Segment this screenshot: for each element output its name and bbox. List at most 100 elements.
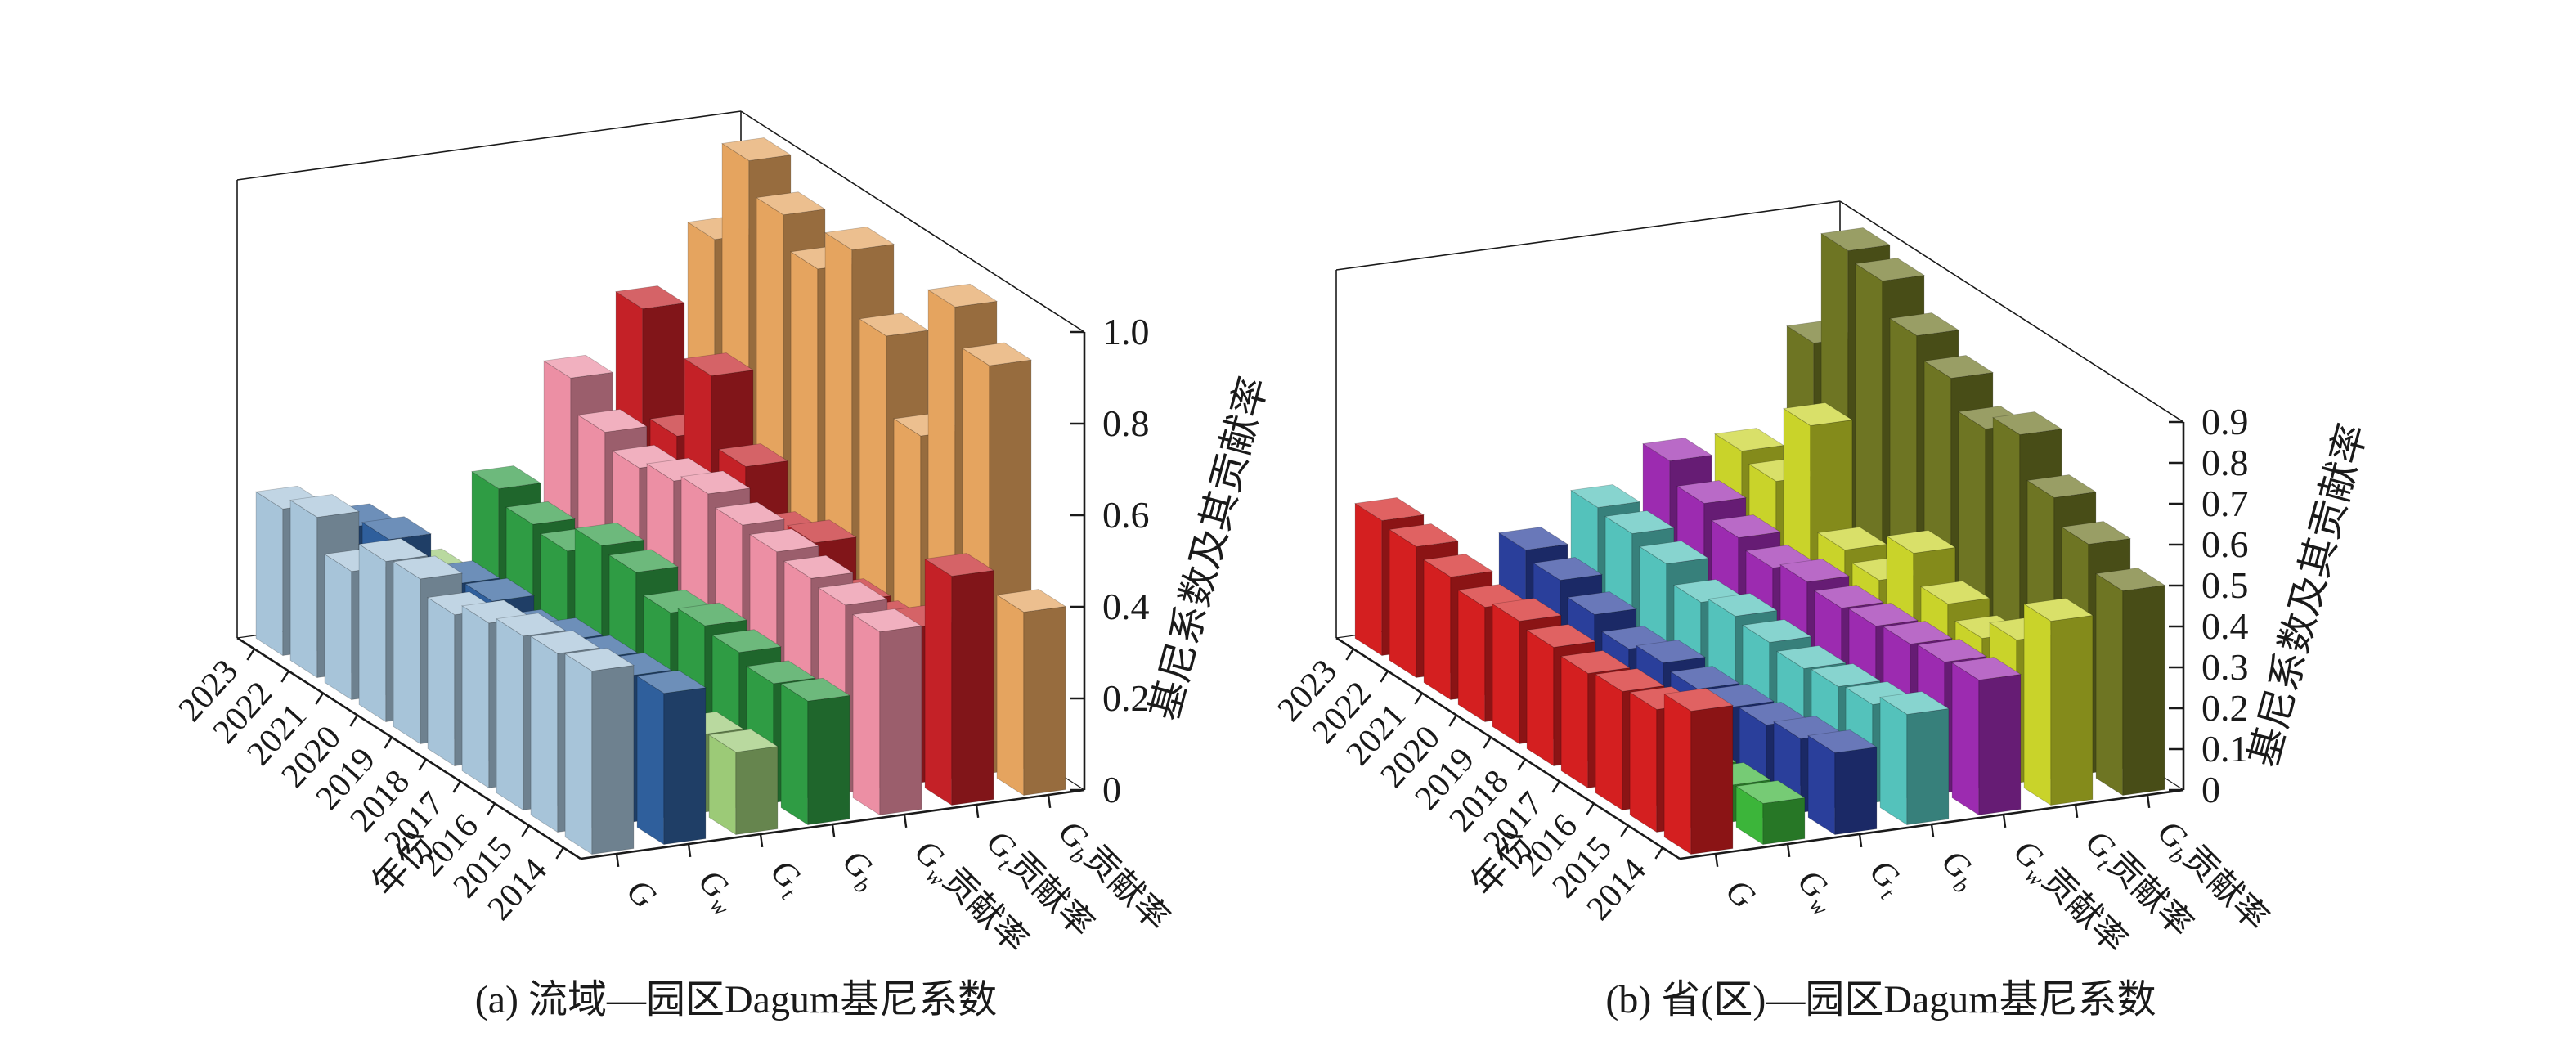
bar-face bbox=[357, 538, 429, 562]
bar-face bbox=[2023, 603, 2052, 806]
year-tick bbox=[349, 714, 359, 727]
category-tick bbox=[1858, 833, 1863, 848]
z-tick-label: 0.9 bbox=[2201, 401, 2249, 442]
bar-face bbox=[1594, 668, 1666, 692]
bar-face bbox=[1566, 591, 1638, 615]
z-tick-label: 0.8 bbox=[1102, 402, 1150, 444]
year-tick bbox=[246, 648, 256, 661]
bar-face bbox=[608, 549, 680, 573]
bar-face bbox=[1423, 559, 1452, 701]
bar-face bbox=[852, 613, 881, 816]
year-tick bbox=[1448, 714, 1458, 727]
year-tick bbox=[1380, 670, 1389, 683]
bar-face bbox=[1916, 639, 1988, 662]
bars bbox=[1353, 227, 2166, 855]
bar-face bbox=[1669, 666, 1741, 689]
bar-face bbox=[720, 137, 792, 161]
bar-face bbox=[2095, 572, 2124, 797]
year-tick bbox=[1414, 692, 1424, 705]
bar-face bbox=[1950, 657, 2022, 680]
bar-face bbox=[1457, 589, 1486, 723]
bar-face bbox=[1707, 593, 1779, 617]
box-edge-top-right bbox=[740, 110, 1085, 333]
bar-face bbox=[1820, 227, 1892, 251]
category-label: G bbox=[1718, 872, 1762, 916]
category-label: Gw贡献率 bbox=[903, 833, 1035, 965]
year-tick bbox=[418, 758, 428, 771]
bar-face bbox=[923, 553, 995, 577]
category-tick bbox=[831, 824, 836, 838]
bar-face bbox=[427, 596, 456, 767]
bar-face bbox=[1354, 502, 1383, 657]
bar-face bbox=[358, 543, 387, 723]
bar-face bbox=[1492, 603, 1520, 745]
bar-face bbox=[1641, 438, 1713, 461]
bar-face bbox=[577, 409, 648, 433]
category-label: Gt bbox=[759, 852, 812, 905]
bar-face bbox=[676, 602, 748, 626]
bar-face bbox=[361, 516, 433, 541]
bar-face bbox=[748, 528, 820, 553]
z-tick-label: 0.4 bbox=[2201, 605, 2249, 647]
category-tick bbox=[903, 814, 908, 828]
bar-face bbox=[1878, 691, 1950, 715]
bar-face bbox=[1888, 312, 1960, 336]
bar-face bbox=[289, 499, 318, 679]
category-label: Gb bbox=[831, 842, 887, 899]
z-tick-label: 0.2 bbox=[1102, 677, 1150, 719]
bar-face bbox=[1638, 541, 1710, 564]
bar-face bbox=[1491, 598, 1563, 622]
bar-face bbox=[1569, 484, 1641, 508]
bar-face bbox=[636, 675, 665, 846]
bar-face bbox=[1676, 480, 1748, 504]
bar-face bbox=[2094, 568, 2166, 591]
bar-face bbox=[786, 519, 858, 544]
bar-face bbox=[783, 554, 855, 579]
z-tick-label: 0.6 bbox=[1102, 494, 1150, 536]
bar-face bbox=[1885, 530, 1957, 554]
bar-face bbox=[1906, 708, 1950, 825]
bar-face bbox=[1741, 619, 1813, 643]
bar-face bbox=[1713, 428, 1785, 451]
bar-face bbox=[1782, 402, 1854, 426]
bar-face bbox=[1710, 514, 1782, 538]
bar-face bbox=[851, 608, 923, 632]
category-label: Gb bbox=[1930, 842, 1986, 899]
z-tick-label: 1.0 bbox=[1102, 311, 1150, 352]
bar-face bbox=[1422, 554, 1494, 577]
category-tick bbox=[1714, 853, 1719, 868]
bar-face bbox=[1525, 624, 1597, 648]
bar bbox=[2022, 598, 2094, 806]
bar-face bbox=[1919, 581, 1991, 604]
bar-face bbox=[464, 577, 536, 602]
bar-face bbox=[1388, 523, 1460, 547]
category-tick bbox=[1047, 794, 1052, 809]
bar bbox=[1950, 657, 2022, 816]
category-label: Gt bbox=[1858, 852, 1911, 905]
bar-face bbox=[1816, 527, 1888, 550]
bar-face bbox=[1690, 705, 1734, 855]
bar bbox=[995, 589, 1067, 797]
bar bbox=[563, 648, 635, 855]
bar-face bbox=[1951, 662, 1980, 816]
bar-face bbox=[1762, 797, 1806, 845]
bar-face bbox=[1847, 603, 1919, 626]
year-tick bbox=[280, 670, 290, 683]
bar-face bbox=[324, 553, 352, 701]
bar-face bbox=[735, 746, 779, 835]
panel-b: 00.10.20.30.40.50.60.70.80.9基尼系数及其贡献率201… bbox=[1271, 200, 2376, 961]
bar-face bbox=[1810, 663, 1882, 687]
bar bbox=[1878, 691, 1950, 826]
bar-face bbox=[680, 470, 752, 495]
z-tick-label: 0 bbox=[2201, 769, 2220, 810]
year-tick bbox=[384, 736, 393, 749]
bars bbox=[254, 137, 1067, 855]
bar-face bbox=[393, 561, 421, 745]
bar-face bbox=[1978, 674, 2022, 815]
bar-face bbox=[717, 443, 789, 467]
bar-face bbox=[2022, 598, 2094, 622]
bar-face bbox=[1663, 693, 1692, 855]
year-axis-line bbox=[236, 636, 581, 860]
